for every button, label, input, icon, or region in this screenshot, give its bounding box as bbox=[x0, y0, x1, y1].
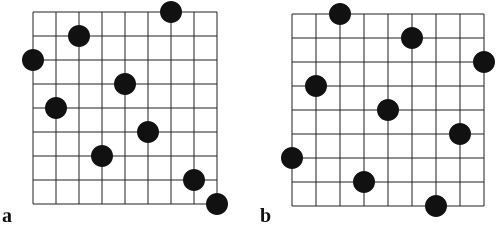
dot bbox=[91, 145, 113, 167]
dot bbox=[206, 193, 228, 215]
dot bbox=[183, 169, 205, 191]
dot bbox=[281, 147, 303, 169]
dot bbox=[377, 99, 399, 121]
grid-a bbox=[22, 1, 228, 215]
dot bbox=[425, 195, 447, 217]
dot bbox=[114, 73, 136, 95]
dot bbox=[353, 171, 375, 193]
dot bbox=[329, 3, 351, 25]
grid-b bbox=[281, 3, 495, 217]
dot bbox=[473, 51, 495, 73]
dot bbox=[68, 25, 90, 47]
dot bbox=[22, 49, 44, 71]
dot bbox=[305, 75, 327, 97]
figure: a b bbox=[2, 1, 495, 227]
dot bbox=[137, 121, 159, 143]
dot bbox=[401, 27, 423, 49]
dot bbox=[449, 123, 471, 145]
panel-label: a bbox=[2, 205, 12, 227]
dot bbox=[160, 1, 182, 23]
dot bbox=[45, 97, 67, 119]
panel-label: b bbox=[260, 205, 271, 227]
